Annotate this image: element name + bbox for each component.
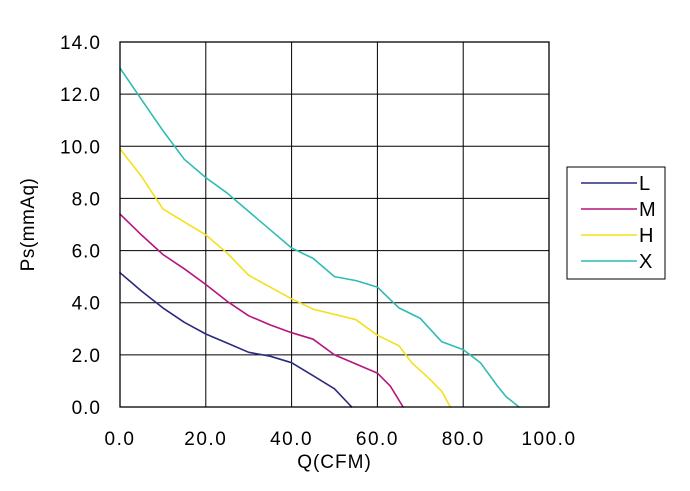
y-tick-label: 14.0 bbox=[60, 33, 101, 54]
y-tick-label: 12.0 bbox=[60, 85, 101, 106]
x-tick-label: 60.0 bbox=[356, 429, 399, 450]
y-tick-label: 2.0 bbox=[72, 346, 101, 367]
x-tick-label: 100.0 bbox=[521, 429, 576, 450]
x-tick-label: 20.0 bbox=[184, 429, 227, 450]
x-tick-label: 40.0 bbox=[270, 429, 313, 450]
y-tick-label: 10.0 bbox=[60, 137, 101, 158]
x-tick-label: 80.0 bbox=[442, 429, 485, 450]
series-line-m bbox=[119, 213, 404, 408]
y-tick-label: 0.0 bbox=[72, 398, 101, 419]
plot-frame bbox=[119, 41, 550, 408]
y-tick-label: 4.0 bbox=[72, 294, 101, 315]
series-line-h bbox=[119, 148, 452, 408]
legend-label-x: X bbox=[639, 251, 652, 273]
legend-label-m: M bbox=[639, 199, 656, 221]
y-tick-label: 8.0 bbox=[72, 189, 101, 210]
legend-label-h: H bbox=[639, 225, 653, 247]
y-tick-label: 6.0 bbox=[72, 242, 101, 263]
x-tick-labels: 0.0 20.0 40.0 60.0 80.0 100.0 bbox=[105, 429, 576, 450]
series-line-l bbox=[119, 271, 353, 408]
x-tick-label: 0.0 bbox=[105, 429, 136, 450]
grid-layer bbox=[120, 42, 549, 407]
x-axis-label: Q(CFM) bbox=[297, 452, 372, 473]
legend-label-l: L bbox=[639, 173, 650, 195]
y-axis-label: Ps(mmAq) bbox=[18, 178, 39, 272]
series-layer bbox=[119, 67, 520, 408]
y-tick-labels: 0.0 2.0 4.0 6.0 8.0 10.0 12.0 14.0 bbox=[60, 33, 101, 419]
series-line-x bbox=[119, 67, 520, 408]
